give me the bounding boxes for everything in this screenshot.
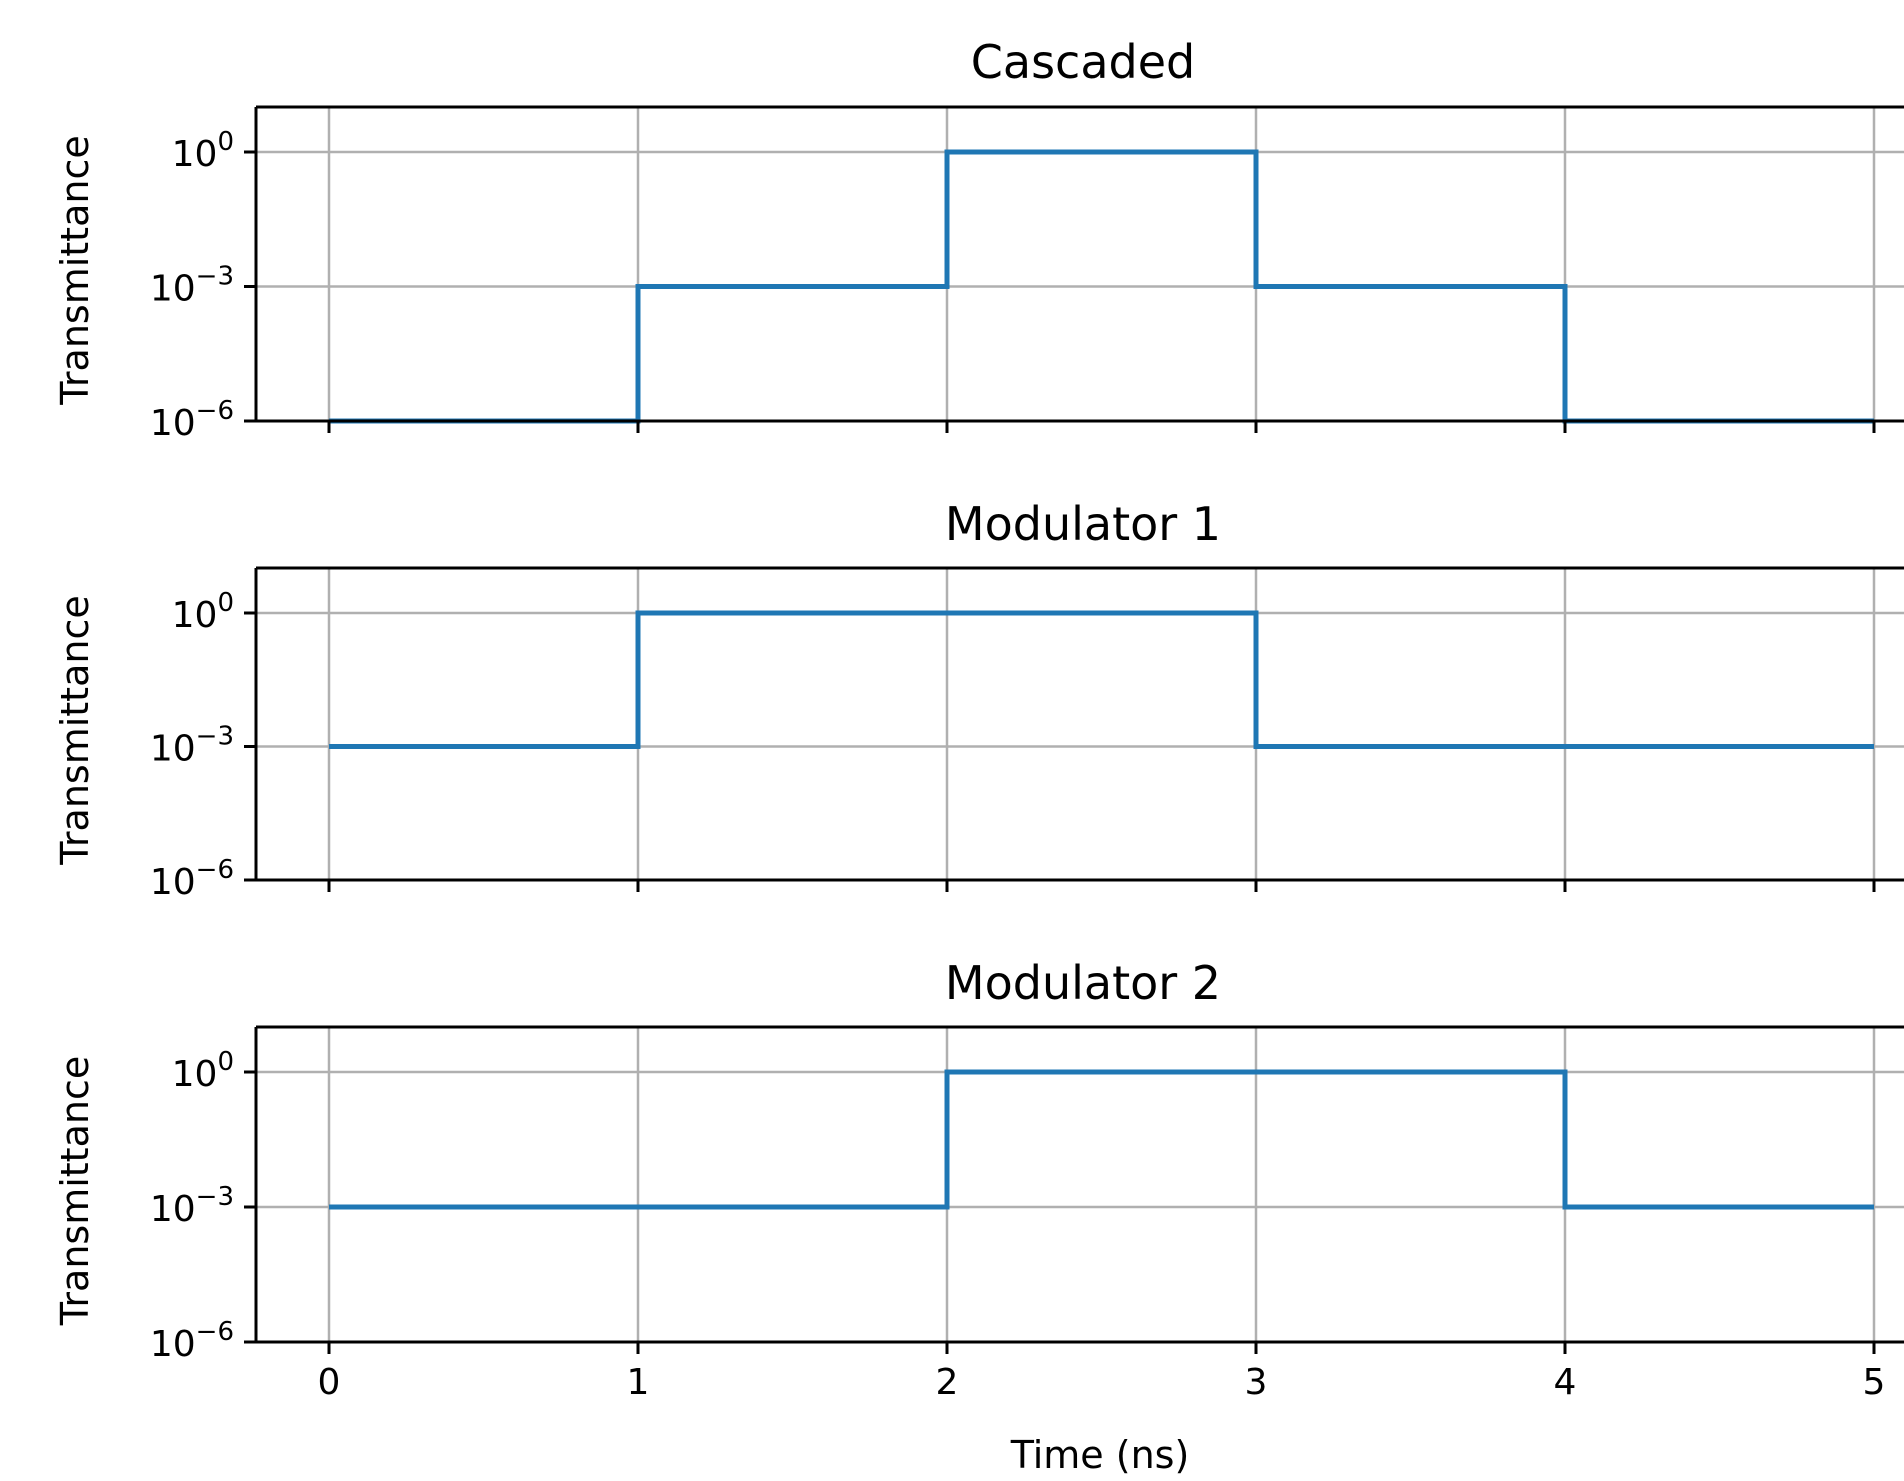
series-line xyxy=(329,610,1874,749)
y-tick-exponent: −3 xyxy=(196,262,234,292)
subplot-3: Modulator 20 1 2 3 4 510010−310−6Transmittanc… xyxy=(53,956,1904,1477)
subplot-title: Modulator 1 xyxy=(945,497,1221,551)
y-tick-label: 10−6 xyxy=(150,396,234,444)
y-tick-exponent: −6 xyxy=(196,855,234,885)
y-tick-label: 10−3 xyxy=(150,1182,234,1230)
y-tick-label: 100 xyxy=(172,588,234,636)
x-tick-label: 3 xyxy=(1245,1362,1268,1403)
y-tick-base: 10 xyxy=(150,1189,196,1230)
x-tick-label: 4 xyxy=(1554,1362,1577,1403)
y-tick-base: 10 xyxy=(150,403,196,444)
x-tick-label: 2 xyxy=(936,1362,959,1403)
y-tick-label: 10−6 xyxy=(150,1317,234,1365)
y-tick-exponent: 0 xyxy=(217,1047,234,1077)
series-line xyxy=(329,149,1874,424)
y-axis-label: Transmittance xyxy=(53,595,97,865)
y-tick-exponent: −6 xyxy=(196,1317,234,1347)
x-tick-label: 5 xyxy=(1863,1362,1886,1403)
y-tick-label: 100 xyxy=(172,127,234,175)
subplot-title: Cascaded xyxy=(971,35,1195,89)
y-tick-base: 10 xyxy=(150,862,196,903)
series-line xyxy=(329,1069,1874,1210)
x-tick-label: 0 xyxy=(318,1362,341,1403)
y-tick-label: 100 xyxy=(172,1047,234,1095)
y-axis-label: Transmittance xyxy=(53,135,97,405)
y-tick-exponent: −3 xyxy=(196,1182,234,1212)
y-tick-label: 10−6 xyxy=(150,855,234,903)
y-tick-base: 10 xyxy=(172,1054,218,1095)
subplot-title: Modulator 2 xyxy=(945,956,1221,1010)
y-tick-exponent: −3 xyxy=(196,722,234,752)
y-tick-exponent: 0 xyxy=(217,588,234,618)
y-tick-base: 10 xyxy=(172,134,218,175)
x-tick-label: 1 xyxy=(627,1362,650,1403)
y-tick-base: 10 xyxy=(150,269,196,310)
y-tick-exponent: −6 xyxy=(196,396,234,426)
y-tick-label: 10−3 xyxy=(150,262,234,310)
y-tick-base: 10 xyxy=(150,729,196,770)
y-tick-base: 10 xyxy=(150,1324,196,1365)
y-axis-label: Transmittance xyxy=(53,1056,97,1326)
y-tick-label: 10−3 xyxy=(150,722,234,770)
y-tick-base: 10 xyxy=(172,595,218,636)
y-tick-exponent: 0 xyxy=(217,127,234,157)
x-axis-label: Time (ns) xyxy=(1010,1433,1190,1477)
